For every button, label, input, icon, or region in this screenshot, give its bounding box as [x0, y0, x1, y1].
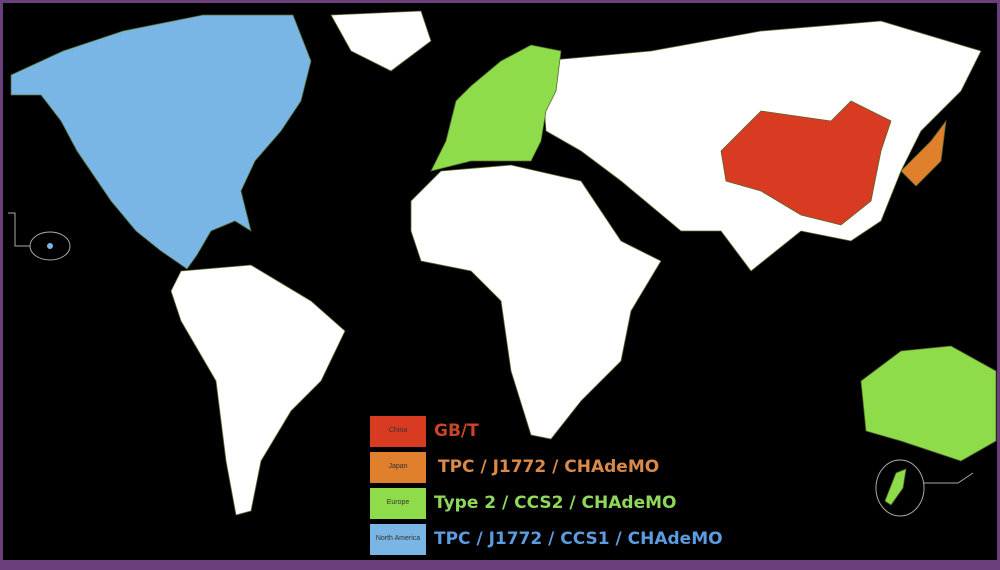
new-zealand-inset-arrow — [924, 472, 974, 484]
europe-region — [430, 44, 562, 172]
legend-item-north-america: North America TPC / J1772 / CCS1 / CHAde… — [370, 521, 723, 557]
legend-label: Type 2 / CCS2 / CHAdeMO — [434, 493, 677, 513]
japan-region — [900, 119, 947, 187]
hawaii-islands — [47, 243, 53, 249]
legend-swatch: China — [370, 415, 426, 447]
world-map — [3, 3, 997, 560]
legend-item-china: China GB/T — [370, 413, 723, 449]
legend-item-europe: Europe Type 2 / CCS2 / CHAdeMO — [370, 485, 723, 521]
legend-label: TPC / J1772 / CCS1 / CHAdeMO — [434, 529, 723, 549]
africa — [410, 164, 662, 440]
map-svg — [8, 10, 997, 517]
legend-label: GB/T — [434, 421, 479, 441]
legend-swatch: Japan — [370, 451, 426, 483]
north-america-region — [10, 14, 312, 270]
south-america — [170, 264, 346, 516]
china-region — [720, 100, 892, 226]
legend-swatch: Europe — [370, 487, 426, 519]
legend-item-japan: Japan TPC / J1772 / CHAdeMO — [370, 449, 723, 485]
new-zealand-inset-circle — [875, 459, 925, 517]
hawaii-inset-arrow — [8, 212, 30, 247]
greenland — [330, 10, 432, 72]
new-zealand-region — [884, 468, 907, 506]
legend-label: TPC / J1772 / CHAdeMO — [438, 457, 660, 477]
legend-swatch: North America — [370, 523, 426, 555]
australia-region — [860, 345, 997, 462]
legend: China GB/T Japan TPC / J1772 / CHAdeMO E… — [370, 413, 723, 557]
